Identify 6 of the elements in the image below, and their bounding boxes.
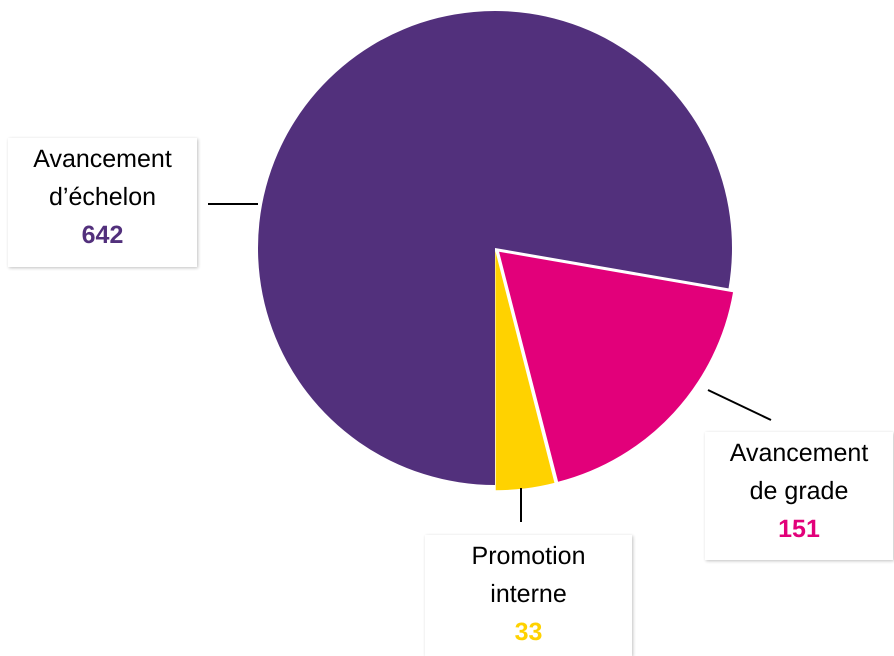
slice-label: Promotion interne bbox=[472, 542, 586, 608]
data-label: 151 bbox=[778, 514, 820, 543]
data-label: 33 bbox=[514, 618, 542, 646]
slice-label: Avancement de grade bbox=[730, 438, 868, 505]
slice-label: Avancement d’échelon bbox=[33, 144, 172, 211]
data-label: 642 bbox=[82, 220, 124, 249]
